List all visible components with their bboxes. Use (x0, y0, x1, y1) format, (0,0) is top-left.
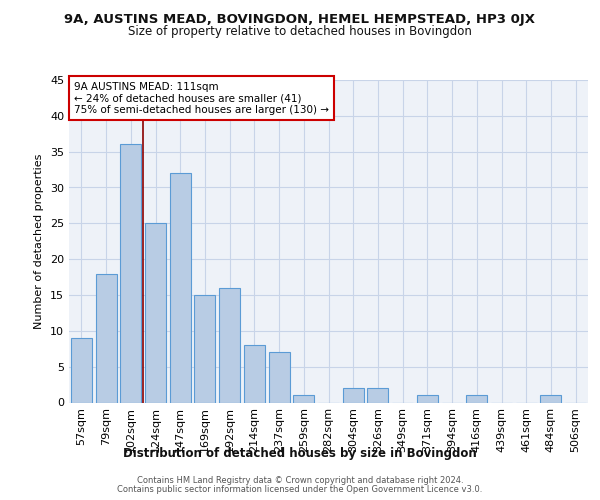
Text: 9A, AUSTINS MEAD, BOVINGDON, HEMEL HEMPSTEAD, HP3 0JX: 9A, AUSTINS MEAD, BOVINGDON, HEMEL HEMPS… (65, 12, 536, 26)
Bar (343, 388, 364, 402)
Text: Distribution of detached houses by size in Bovingdon: Distribution of detached houses by size … (123, 448, 477, 460)
Bar (194, 295, 215, 403)
Bar (170, 173, 191, 402)
Bar (367, 388, 388, 402)
Bar (95, 274, 116, 402)
Bar (293, 396, 314, 402)
Bar (466, 396, 487, 402)
Y-axis label: Number of detached properties: Number of detached properties (34, 154, 44, 329)
Text: Contains HM Land Registry data © Crown copyright and database right 2024.: Contains HM Land Registry data © Crown c… (137, 476, 463, 485)
Bar (145, 224, 166, 402)
Bar (219, 288, 240, 403)
Bar (71, 338, 92, 402)
Bar (269, 352, 290, 403)
Bar (417, 396, 438, 402)
Text: 9A AUSTINS MEAD: 111sqm
← 24% of detached houses are smaller (41)
75% of semi-de: 9A AUSTINS MEAD: 111sqm ← 24% of detache… (74, 82, 329, 115)
Bar (244, 345, 265, 403)
Text: Contains public sector information licensed under the Open Government Licence v3: Contains public sector information licen… (118, 485, 482, 494)
Text: Size of property relative to detached houses in Bovingdon: Size of property relative to detached ho… (128, 25, 472, 38)
Bar (120, 144, 141, 402)
Bar (541, 396, 562, 402)
